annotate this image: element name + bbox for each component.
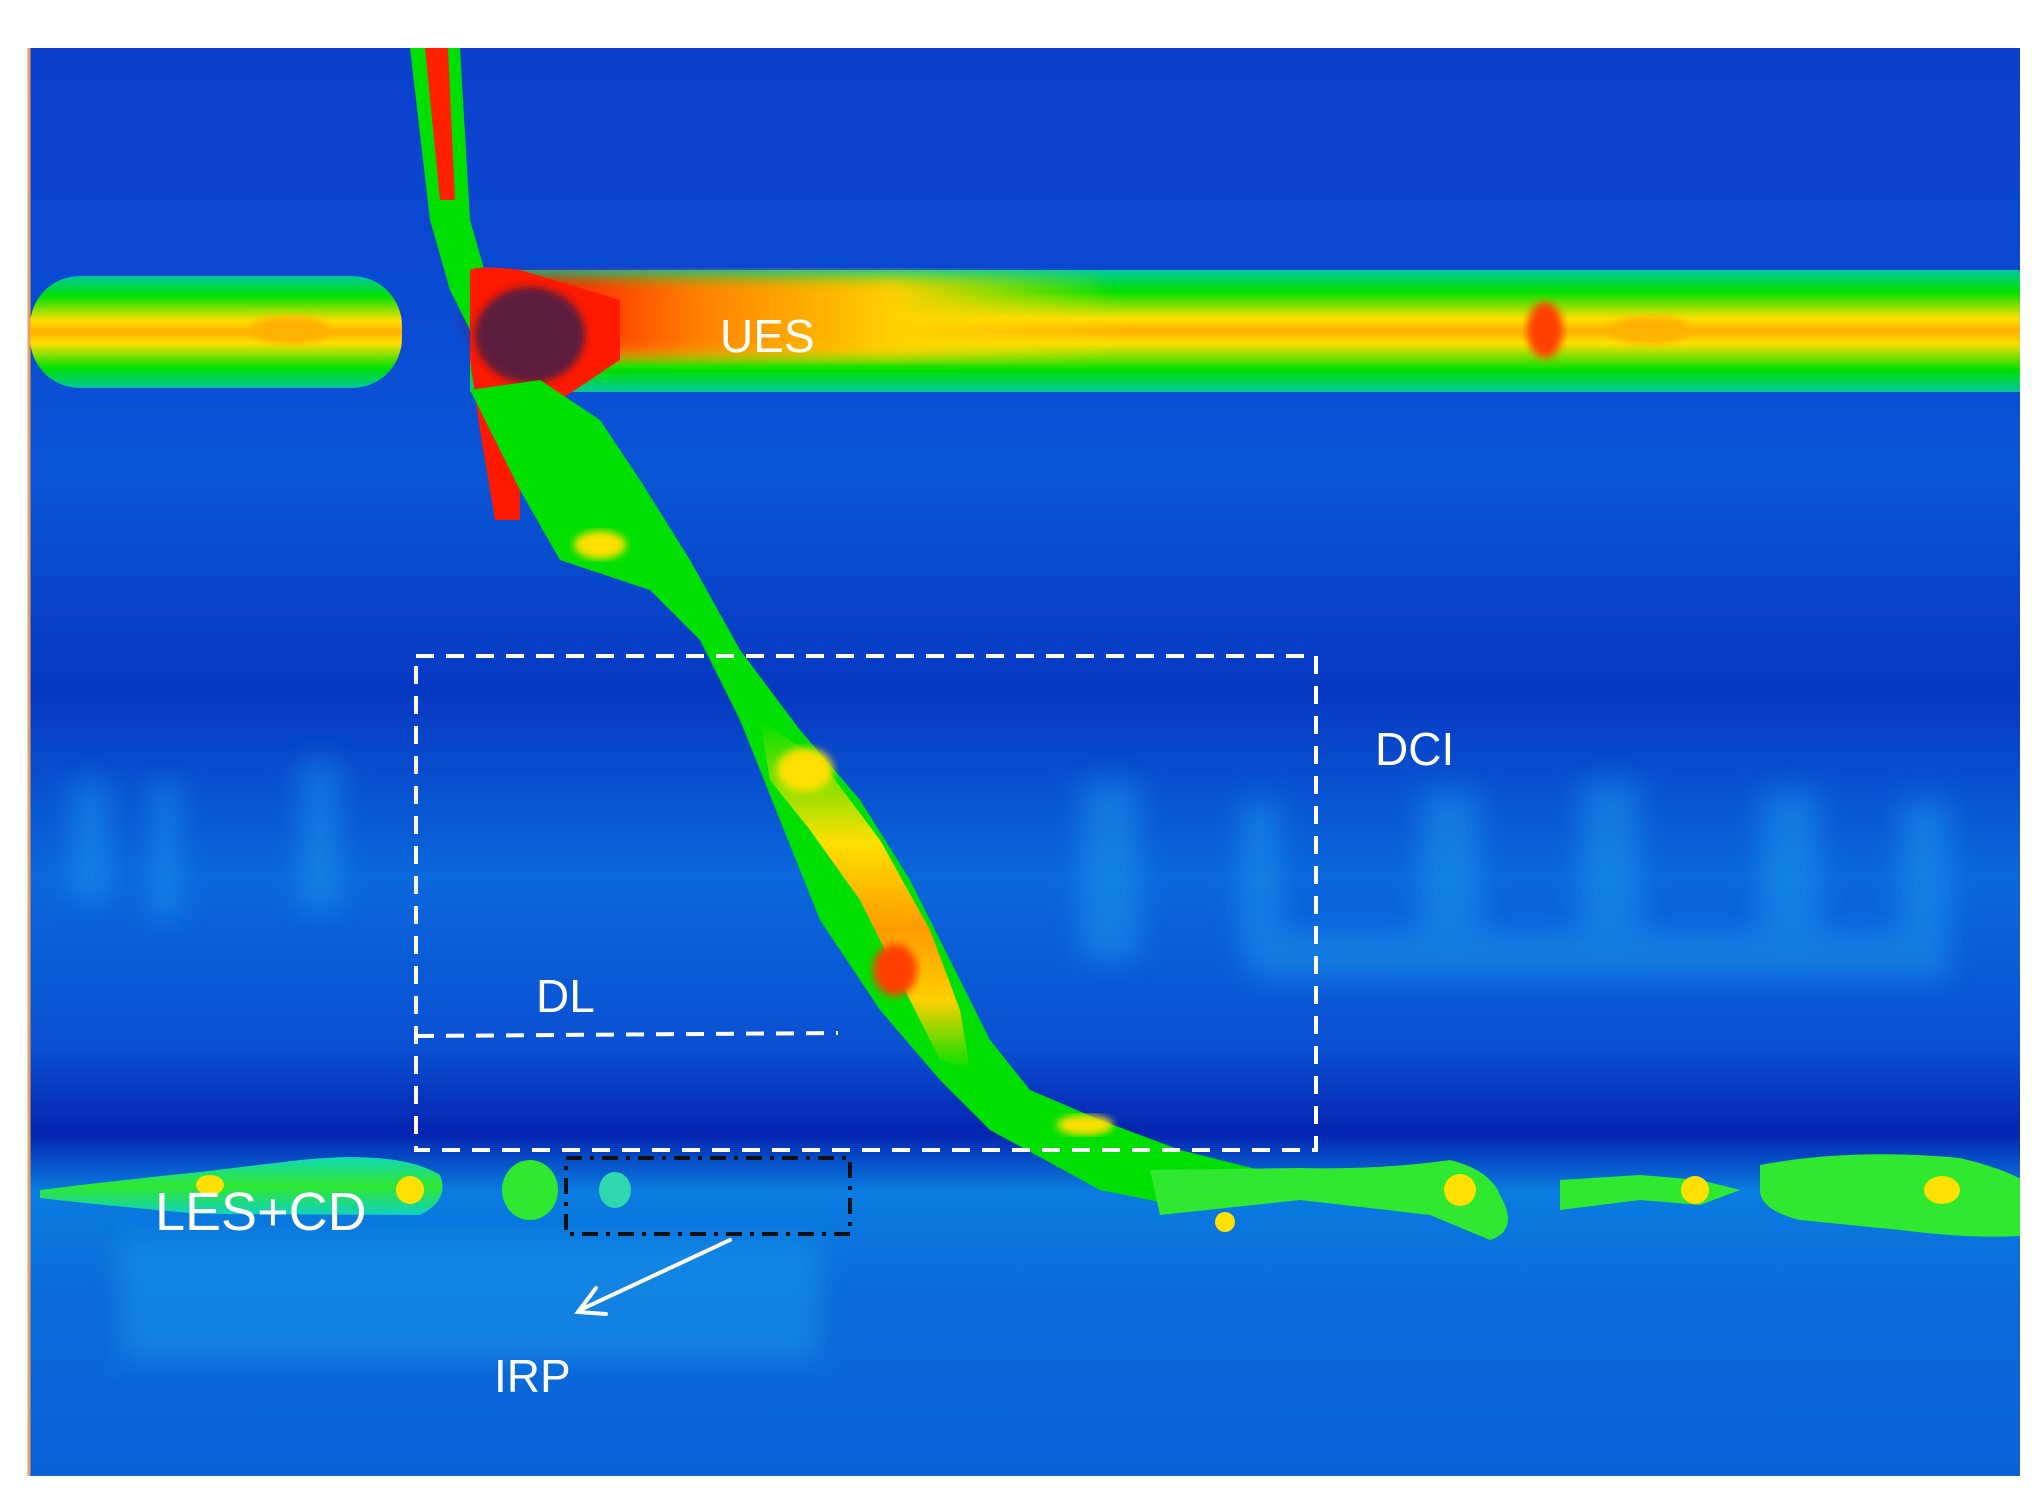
dl-label: DL [536, 970, 595, 1022]
dl-line [415, 1031, 839, 1038]
ues-label: UES [720, 310, 815, 362]
irp-arrow-icon [574, 1238, 732, 1316]
mid-esophagus-texture [70, 760, 1950, 1360]
ues-band [30, 270, 2020, 392]
irp-label: IRP [494, 1350, 571, 1402]
dci-label: DCI [1375, 723, 1454, 775]
peristaltic-wave [470, 380, 1260, 1210]
les-cd-band [40, 1154, 2020, 1240]
les-cd-label: LES+CD [155, 1182, 367, 1242]
dci-box [414, 654, 1318, 1152]
